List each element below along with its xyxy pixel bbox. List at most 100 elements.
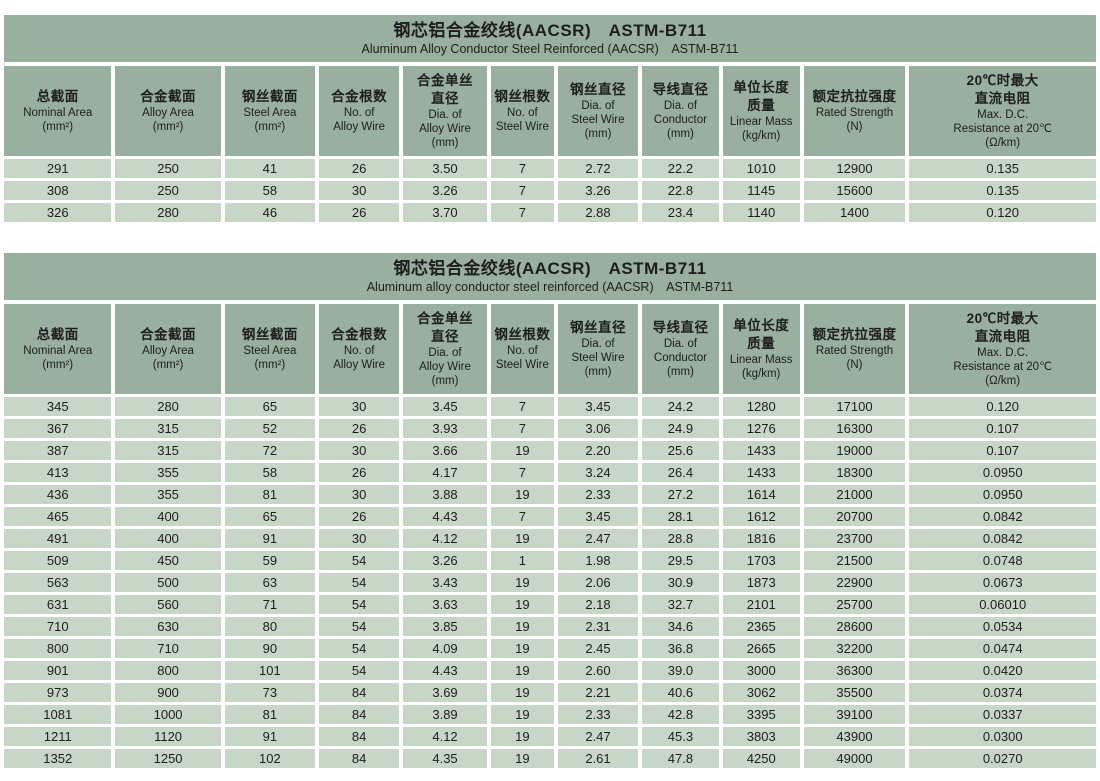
header-line-en: (N) — [846, 358, 863, 371]
column-header: 20℃时最大 直流电阻 Max. D.C. Resistance at 20℃ (Ω/k… — [909, 304, 1096, 398]
table-cell: 1276 — [722, 419, 804, 442]
table-cell: 19 — [490, 595, 558, 618]
table-cell: 4250 — [722, 749, 804, 772]
table-cell: 7 — [490, 507, 558, 530]
table-cell: 1816 — [722, 529, 804, 552]
table-cell: 2.20 — [557, 441, 643, 464]
table-cell: 19 — [490, 749, 558, 772]
table-cell: 0.0474 — [909, 639, 1096, 662]
table-cell: 22.2 — [642, 159, 723, 182]
table-cell: 1.98 — [557, 551, 643, 574]
table-cell: 26 — [319, 159, 404, 182]
table-cell: 3.45 — [557, 397, 643, 420]
header-line-en: Alloy Wire — [333, 120, 386, 133]
table-row: 1352 1250 102 84 4.35 19 2.61 47.8 4250 49000 0.02… — [4, 749, 1096, 772]
table-cell: 1081 — [4, 705, 116, 728]
table-cell: 2101 — [722, 595, 804, 618]
table-cell: 0.135 — [909, 181, 1096, 204]
table-cell: 2.06 — [557, 573, 643, 596]
table-cell: 19 — [490, 705, 558, 728]
table-row: 563 500 63 54 3.43 19 2.06 30.9 1873 22900 0.0673 — [4, 573, 1096, 596]
header-line-en: Linear Mass — [729, 353, 793, 366]
table-row: 413 355 58 26 4.17 7 3.24 26.4 1433 18300 0.0950 — [4, 463, 1096, 486]
table-cell: 4.12 — [403, 529, 491, 552]
table-cell: 1612 — [722, 507, 804, 530]
table-cell: 3.85 — [403, 617, 491, 640]
table-row: 901 800 101 54 4.43 19 2.60 39.0 3000 36300 0.0420 — [4, 661, 1096, 684]
table-cell: 45.3 — [642, 727, 723, 750]
table-title-en: Aluminum Alloy Conductor Steel Reinforce… — [361, 42, 739, 57]
table-cell: 7 — [490, 397, 558, 420]
table-title-en: Aluminum alloy conductor steel reinforce… — [366, 280, 734, 295]
table-cell: 30.9 — [642, 573, 723, 596]
header-line-en: No. of — [343, 106, 375, 119]
table-cell: 24.9 — [642, 419, 723, 442]
table-cell: 15600 — [803, 181, 910, 204]
header-line-en: Resistance at 20℃ — [953, 360, 1052, 373]
table-cell: 12900 — [803, 159, 910, 182]
table-row: 291 250 41 26 3.50 7 2.72 22.2 1010 12900 0.135 — [4, 159, 1096, 182]
table-cell: 1873 — [722, 573, 804, 596]
table-cell: 2365 — [722, 617, 804, 640]
table-cell: 2.33 — [557, 705, 643, 728]
table-cell: 4.12 — [403, 727, 491, 750]
table-cell: 3.06 — [557, 419, 643, 442]
column-header: 导线直径 Dia. of Conductor (mm) — [642, 304, 723, 398]
column-header: 合金根数 No. of Alloy Wire — [319, 66, 404, 160]
table-cell: 81 — [224, 705, 320, 728]
header-line-en: (mm) — [431, 374, 459, 387]
table-cell: 30 — [319, 397, 404, 420]
table-cell: 22.8 — [642, 181, 723, 204]
table-cell: 84 — [319, 705, 404, 728]
table-cell: 0.0420 — [909, 661, 1096, 684]
table-row: 491 400 91 30 4.12 19 2.47 28.8 1816 23700 0.0842 — [4, 529, 1096, 552]
table-cell: 3.50 — [403, 159, 491, 182]
header-line-en: Rated Strength — [815, 106, 894, 119]
table-cell: 0.0673 — [909, 573, 1096, 596]
table-cell: 3.45 — [403, 397, 491, 420]
table-cell: 46 — [224, 203, 320, 226]
table-cell: 3000 — [722, 661, 804, 684]
table-cell: 7 — [490, 203, 558, 226]
table-cell: 7 — [490, 463, 558, 486]
table-cell: 19 — [490, 485, 558, 508]
table-cell: 65 — [224, 397, 320, 420]
table-cell: 7 — [490, 159, 558, 182]
table-cell: 26 — [319, 463, 404, 486]
table-cell: 84 — [319, 749, 404, 772]
table-cell: 355 — [115, 485, 225, 508]
header-line-en: (mm) — [584, 127, 612, 140]
header-line-cn: 20℃时最大 — [966, 311, 1039, 327]
header-line-en: (mm²) — [254, 358, 286, 371]
table-cell: 54 — [319, 573, 404, 596]
header-line-cn: 合金截面 — [140, 327, 197, 343]
table-cell: 90 — [224, 639, 320, 662]
table-cell: 1400 — [803, 203, 910, 226]
table-cell: 25.6 — [642, 441, 723, 464]
table-cell: 0.0337 — [909, 705, 1096, 728]
table-cell: 1280 — [722, 397, 804, 420]
table-cell: 32200 — [803, 639, 910, 662]
header-line-en: Dia. of — [428, 346, 462, 359]
header-line-en: Alloy Wire — [419, 360, 471, 373]
table-cell: 3.43 — [403, 573, 491, 596]
header-line-en: (kg/km) — [742, 367, 781, 380]
table-cell: 43900 — [803, 727, 910, 750]
header-line-en: (mm²) — [42, 120, 74, 133]
table-cell: 17100 — [803, 397, 910, 420]
table-row: 509 450 59 54 3.26 1 1.98 29.5 1703 21500 0.0748 — [4, 551, 1096, 574]
table-cell: 0.0270 — [909, 749, 1096, 772]
header-line-en: Steel Wire — [495, 120, 549, 133]
table-cell: 1352 — [4, 749, 116, 772]
table-cell: 21500 — [803, 551, 910, 574]
table-cell: 91 — [224, 727, 320, 750]
table-cell: 0.0842 — [909, 507, 1096, 530]
table-cell: 0.120 — [909, 397, 1096, 420]
table-cell: 1010 — [722, 159, 804, 182]
header-line-en: No. of — [343, 344, 375, 357]
table-cell: 1120 — [115, 727, 225, 750]
table-cell: 3.69 — [403, 683, 491, 706]
header-line-cn: 质量 — [747, 98, 776, 113]
table-cell: 32.7 — [642, 595, 723, 618]
table-cell: 63 — [224, 573, 320, 596]
